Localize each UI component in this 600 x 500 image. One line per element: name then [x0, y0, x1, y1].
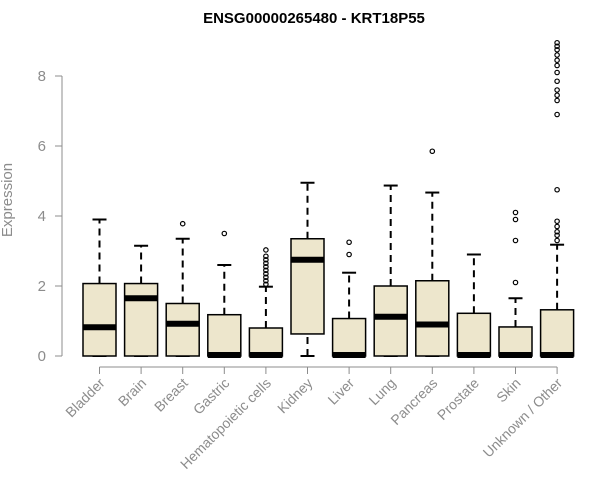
- chart-title: ENSG00000265480 - KRT18P55: [203, 10, 425, 27]
- outlier-point: [263, 256, 269, 263]
- outlier-point: [263, 270, 269, 277]
- iqr-box: [123, 282, 159, 357]
- y-axis: 0 2 4 6 8: [38, 68, 63, 365]
- outlier-point: [263, 274, 269, 281]
- outlier-point: [554, 228, 560, 235]
- outlier-point: [263, 281, 269, 288]
- x-tick-label: Skin: [493, 375, 524, 406]
- box-gastric: [207, 230, 242, 358]
- y-tick-label: 0: [38, 348, 46, 365]
- outlier-point: [554, 78, 560, 85]
- iqr-box: [248, 327, 284, 357]
- outlier-point: [554, 97, 560, 104]
- iqr-box: [207, 313, 242, 357]
- outlier-point: [263, 263, 269, 270]
- outlier-point: [554, 52, 560, 58]
- y-tick-label: 6: [38, 138, 46, 155]
- outlier-point: [263, 277, 269, 284]
- y-tick-label: 8: [38, 68, 46, 85]
- outlier-point: [179, 220, 186, 227]
- iqr-box: [331, 317, 367, 357]
- outlier-point: [554, 46, 560, 53]
- outlier-point: [429, 148, 436, 155]
- x-tick-label: Unknown / Other: [480, 375, 566, 461]
- iqr-box: [539, 309, 575, 357]
- box-breast: [165, 220, 200, 357]
- plot-area: [82, 39, 575, 358]
- x-tick-label: Liver: [324, 375, 357, 408]
- outlier-point: [554, 111, 560, 118]
- outlier-point: [554, 92, 560, 99]
- x-tick-label: Brain: [115, 375, 149, 409]
- x-tick-label: Lung: [365, 375, 398, 408]
- box-hematopoietic-cells: [248, 247, 284, 358]
- iqr-box: [290, 238, 325, 335]
- outlier-point: [554, 62, 560, 69]
- box-kidney: [290, 181, 325, 357]
- outlier-point: [263, 253, 269, 260]
- outlier-point: [512, 216, 519, 223]
- box-liver: [331, 239, 367, 358]
- x-tick-label: Prostate: [434, 375, 482, 423]
- outlier-point: [554, 237, 560, 244]
- outlier-point: [554, 43, 560, 50]
- y-tick-label: 2: [38, 278, 46, 295]
- outlier-point: [554, 223, 560, 230]
- x-tick-label: Bladder: [62, 375, 108, 421]
- y-axis-label: Expression: [0, 163, 16, 237]
- box-unknown-other: [539, 39, 575, 358]
- outlier-point: [554, 186, 560, 193]
- outlier-point: [263, 267, 269, 274]
- outlier-point: [512, 279, 519, 286]
- outlier-point: [554, 87, 560, 93]
- box-pancreas: [415, 148, 450, 357]
- box-lung: [373, 184, 408, 357]
- outlier-point: [512, 237, 519, 244]
- outlier-point: [554, 232, 560, 239]
- box-bladder: [82, 218, 117, 357]
- box-brain: [123, 244, 159, 357]
- box-prostate: [456, 253, 492, 358]
- iqr-box: [82, 282, 117, 357]
- iqr-box: [415, 280, 450, 357]
- x-tick-label: Kidney: [274, 375, 316, 417]
- iqr-box: [165, 302, 200, 357]
- outlier-point: [554, 218, 560, 225]
- outlier-point: [554, 57, 560, 64]
- outlier-point: [512, 209, 519, 216]
- outlier-point: [554, 69, 560, 76]
- outlier-point: [263, 247, 269, 253]
- outlier-point: [346, 239, 352, 246]
- outlier-point: [346, 251, 352, 258]
- outlier-point: [221, 230, 228, 237]
- outlier-point: [263, 260, 269, 267]
- x-tick-label: Breast: [151, 375, 191, 415]
- iqr-box: [373, 285, 408, 357]
- y-tick-label: 4: [38, 208, 46, 225]
- iqr-box: [498, 326, 533, 357]
- box-skin: [498, 209, 533, 358]
- outlier-point: [554, 39, 560, 46]
- iqr-box: [456, 312, 492, 357]
